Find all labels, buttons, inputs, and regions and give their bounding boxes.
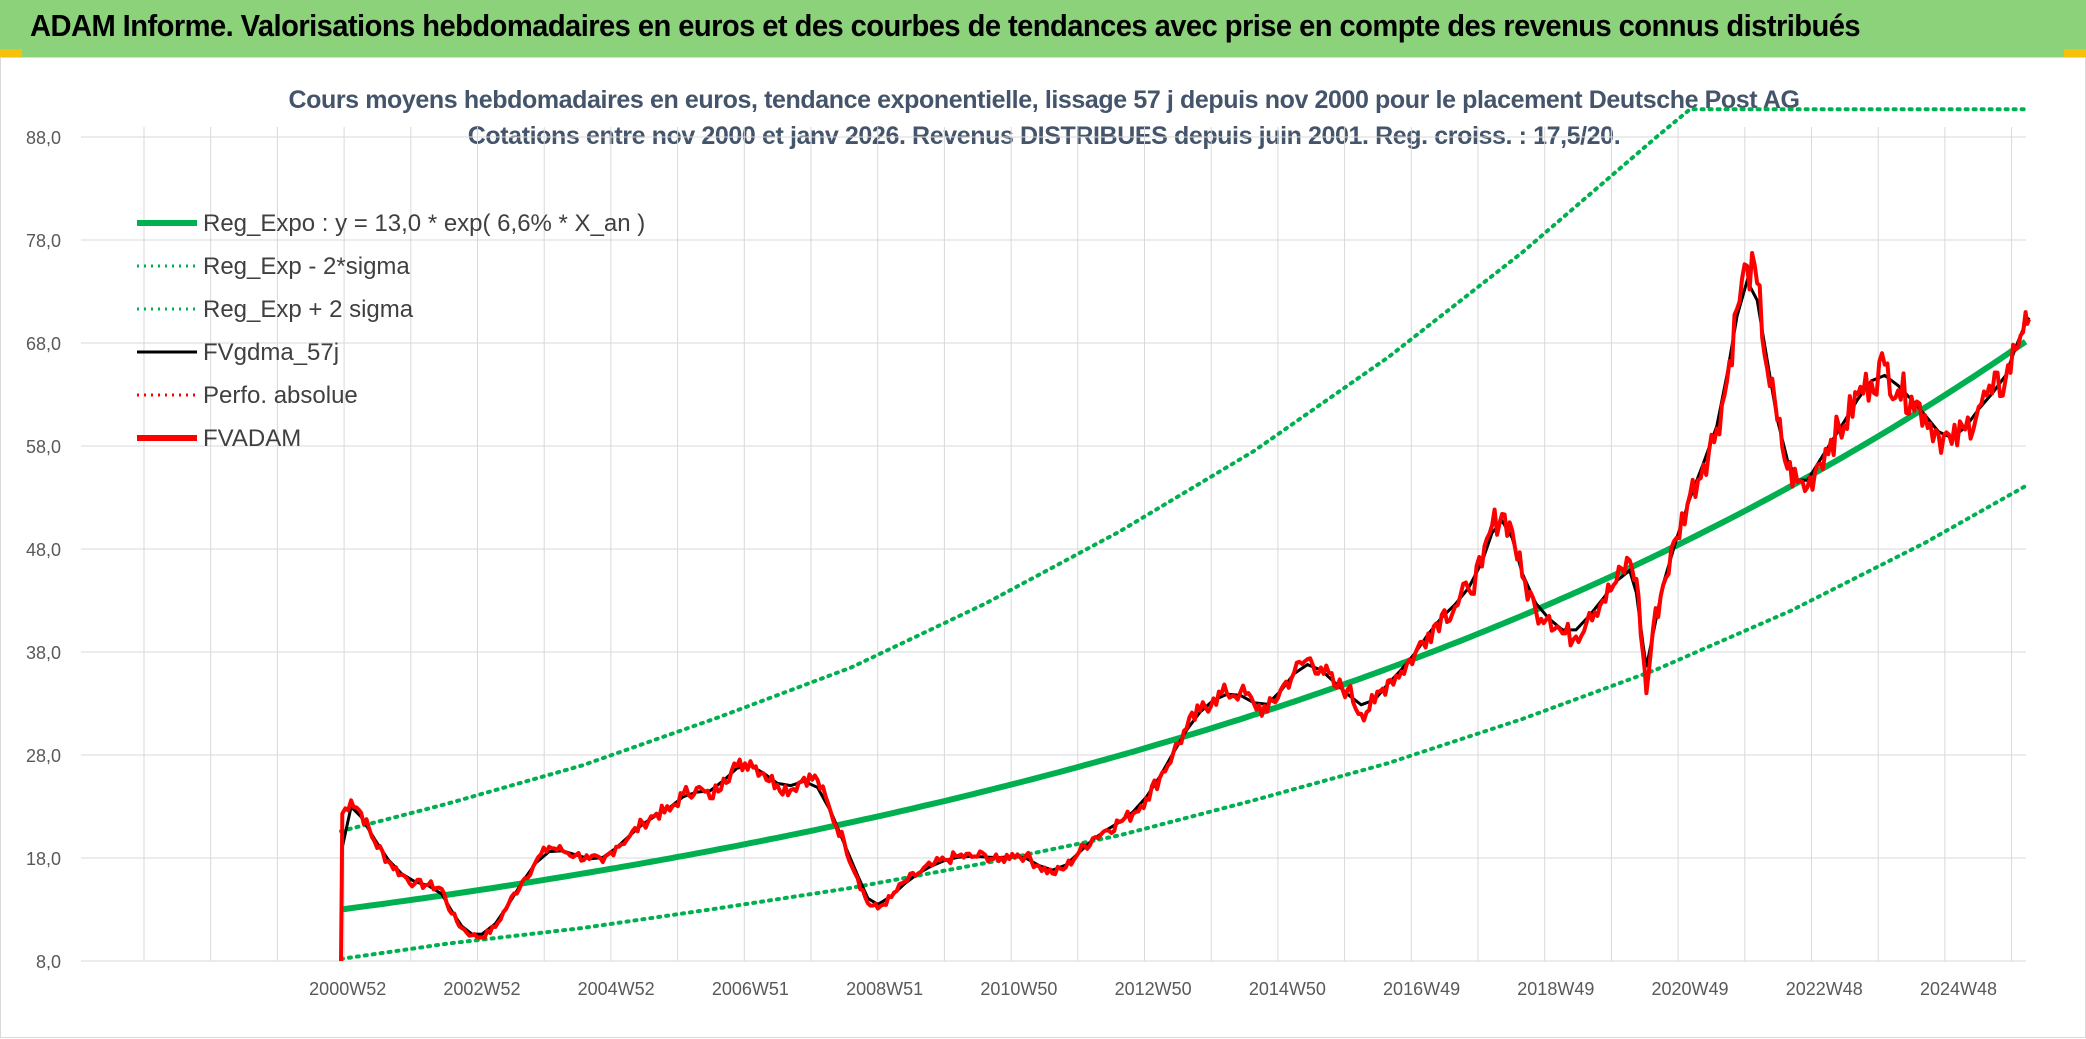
chart-area: Cours moyens hebdomadaires en euros, ten… — [0, 57, 2086, 1038]
legend-label: Perfo. absolue — [203, 382, 358, 409]
x-tick-label: 2014W50 — [1249, 979, 1326, 999]
banner-title: ADAM Informe. Valorisations hebdomadaire… — [30, 8, 1861, 43]
x-tick-label: 2004W52 — [578, 979, 655, 999]
legend-label: Reg_Exp + 2 sigma — [203, 296, 414, 323]
x-tick-label: 2002W52 — [443, 979, 520, 999]
y-axis-ticks: 8,0 18,0 28,0 38,0 48,0 58,0 68,0 78,0 88,0 — [26, 128, 61, 972]
chart-subtitle: Cotations entre nov 2000 et janv 2026. R… — [467, 122, 1621, 150]
fvadam-line — [339, 251, 2031, 962]
report-banner: ADAM Informe. Valorisations hebdomadaire… — [0, 0, 2086, 60]
series-lines — [339, 107, 2031, 962]
legend-label: FVADAM — [203, 425, 301, 452]
x-tick-label: 2008W51 — [846, 979, 923, 999]
chart-title: Cours moyens hebdomadaires en euros, ten… — [288, 86, 1800, 114]
grid-lines — [81, 127, 2026, 962]
legend-label: Reg_Exp - 2*sigma — [203, 253, 410, 280]
y-tick-label: 18,0 — [26, 849, 61, 869]
x-axis-ticks: 2000W52 2002W52 2004W52 2006W51 2008W51 2010W… — [309, 979, 1997, 999]
x-tick-label: 2000W52 — [309, 979, 386, 999]
y-tick-label: 28,0 — [26, 746, 61, 766]
band-upper-line — [339, 107, 2031, 834]
y-tick-label: 68,0 — [26, 334, 61, 354]
band-lower-line — [339, 482, 2031, 961]
x-tick-label: 2018W49 — [1517, 979, 1594, 999]
x-tick-label: 2010W50 — [980, 979, 1057, 999]
y-tick-label: 88,0 — [26, 128, 61, 148]
y-tick-label: 78,0 — [26, 231, 61, 251]
x-tick-label: 2012W50 — [1115, 979, 1192, 999]
x-tick-label: 2020W49 — [1652, 979, 1729, 999]
corner-mark-right — [2064, 49, 2086, 57]
regression-line — [340, 339, 2028, 913]
legend-label: Reg_Expo : y = 13,0 * exp( 6,6% * X_an ) — [203, 210, 645, 237]
y-tick-label: 8,0 — [36, 952, 61, 972]
y-tick-label: 48,0 — [26, 540, 61, 560]
corner-mark-left — [0, 49, 22, 57]
y-tick-label: 38,0 — [26, 643, 61, 663]
chart-legend: Reg_Expo : y = 13,0 * exp( 6,6% * X_an )… — [137, 210, 645, 452]
x-tick-label: 2016W49 — [1383, 979, 1460, 999]
legend-label: FVgdma_57j — [203, 339, 339, 366]
chart-plot: 8,0 18,0 28,0 38,0 48,0 58,0 68,0 78,0 88,0 2000… — [26, 107, 2031, 999]
fvgdma-line — [340, 276, 2031, 936]
x-tick-label: 2022W48 — [1786, 979, 1863, 999]
y-tick-label: 58,0 — [26, 437, 61, 457]
x-tick-label: 2006W51 — [712, 979, 789, 999]
x-tick-label: 2024W48 — [1920, 979, 1997, 999]
